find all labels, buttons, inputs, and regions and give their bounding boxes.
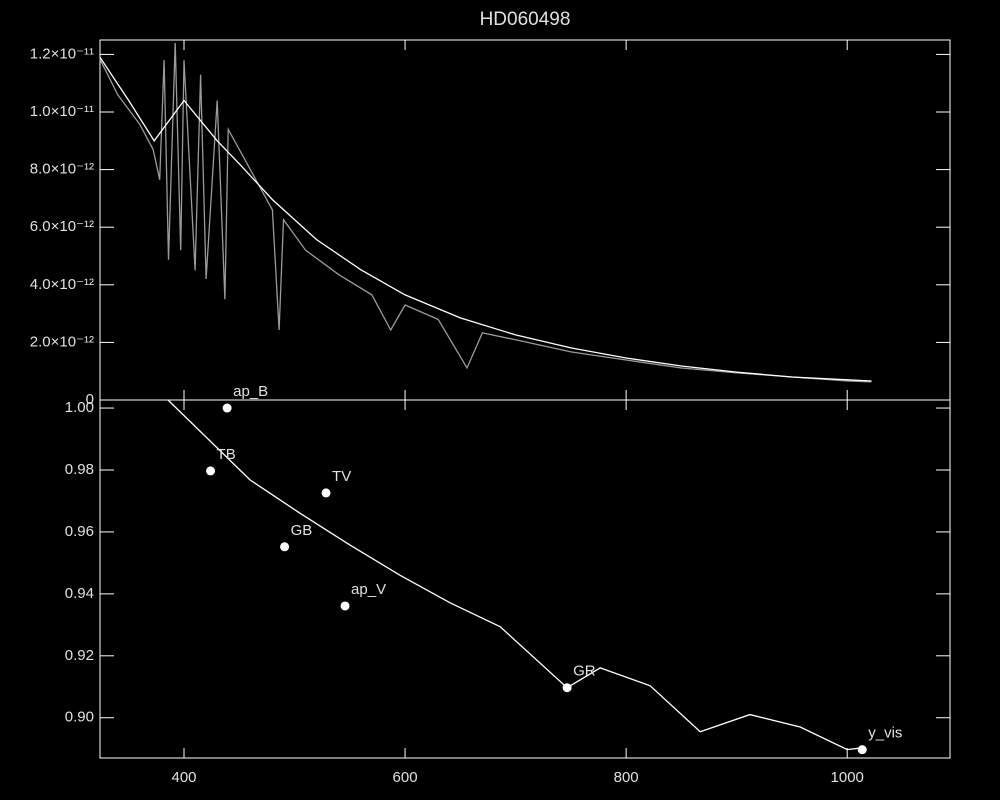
point-label: GR xyxy=(573,663,596,680)
point xyxy=(340,601,350,611)
point xyxy=(321,488,331,498)
top-frame xyxy=(99,39,951,401)
bottom-frame xyxy=(99,399,951,759)
point-label: GB xyxy=(291,522,313,539)
y-tick-label: 1.00 xyxy=(65,399,94,416)
y-tick-label: 0.96 xyxy=(65,523,94,540)
point xyxy=(206,466,216,476)
fit-line xyxy=(167,399,863,751)
x-tick-label: 800 xyxy=(614,769,639,786)
y-tick-label: 0.98 xyxy=(65,461,94,478)
y-tick-label: 4.0×10⁻¹² xyxy=(30,276,94,293)
y-tick-label: 0 xyxy=(86,391,94,408)
point-label: y_vis xyxy=(868,725,902,742)
point xyxy=(222,403,232,413)
y-tick-label: 1.2×10⁻¹¹ xyxy=(30,45,94,62)
y-tick-label: 6.0×10⁻¹² xyxy=(30,218,94,235)
point-label: ap_B xyxy=(233,383,268,400)
point xyxy=(280,542,290,552)
y-tick-label: 0.94 xyxy=(65,585,94,602)
point xyxy=(857,745,867,755)
point-label: ap_V xyxy=(351,581,386,598)
y-tick-label: 0.90 xyxy=(65,709,94,726)
spectrum-line xyxy=(99,42,872,383)
y-tick-label: 1.0×10⁻¹¹ xyxy=(30,103,94,120)
x-tick-label: 1000 xyxy=(831,769,864,786)
point-label: TB xyxy=(217,446,236,463)
y-tick-label: 2.0×10⁻¹² xyxy=(30,333,94,350)
point-label: TV xyxy=(332,468,351,485)
spectrum-line xyxy=(99,56,872,382)
x-tick-label: 400 xyxy=(171,769,196,786)
x-tick-label: 600 xyxy=(393,769,418,786)
y-tick-label: 0.92 xyxy=(65,647,94,664)
point xyxy=(562,683,572,693)
y-tick-label: 8.0×10⁻¹² xyxy=(30,161,94,178)
chart-title: HD060498 xyxy=(480,9,571,30)
